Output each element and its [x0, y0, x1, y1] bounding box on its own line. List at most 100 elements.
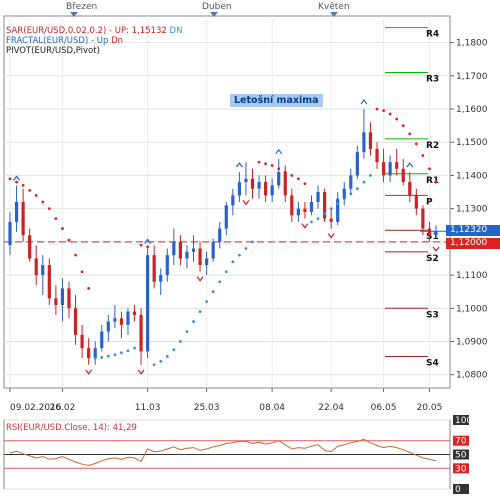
candle[interactable]: [277, 158, 281, 189]
candle[interactable]: [113, 304, 117, 329]
candle[interactable]: [152, 245, 156, 289]
candle[interactable]: [165, 248, 169, 282]
candle[interactable]: [349, 168, 353, 196]
candle[interactable]: [41, 255, 45, 295]
sar-dot: [146, 245, 150, 249]
candle[interactable]: [119, 311, 124, 339]
candle-body: [100, 331, 104, 349]
date-tick-label: 09.02.2016: [10, 403, 62, 413]
candle[interactable]: [375, 142, 379, 169]
candle[interactable]: [132, 304, 137, 322]
candle[interactable]: [368, 122, 373, 156]
candle[interactable]: [290, 188, 294, 222]
candle[interactable]: [34, 245, 38, 286]
candle[interactable]: [211, 238, 215, 262]
candle-body: [401, 168, 405, 183]
candle[interactable]: [408, 172, 412, 202]
candle[interactable]: [362, 109, 366, 159]
candle[interactable]: [14, 185, 19, 232]
sar-dot: [395, 117, 399, 121]
candle[interactable]: [80, 324, 84, 359]
candle[interactable]: [73, 295, 78, 345]
candle[interactable]: [395, 148, 399, 176]
candle[interactable]: [303, 202, 307, 219]
candle[interactable]: [139, 308, 143, 365]
candle[interactable]: [355, 145, 359, 179]
candle[interactable]: [309, 195, 314, 216]
sar-dot: [218, 280, 222, 284]
candle[interactable]: [126, 308, 130, 335]
candle[interactable]: [342, 182, 346, 206]
candle[interactable]: [191, 235, 196, 262]
candle[interactable]: [178, 235, 182, 266]
candle[interactable]: [47, 258, 51, 305]
candles-layer[interactable]: [8, 109, 438, 365]
candle[interactable]: [106, 314, 110, 342]
sar-dot: [179, 340, 182, 343]
candle[interactable]: [421, 205, 425, 236]
candle-body: [329, 218, 333, 222]
rsi-panel[interactable]: 100 70 50 30 0: [3, 415, 472, 495]
candle-body: [178, 241, 182, 259]
candle-body: [218, 228, 222, 242]
sar-dot: [362, 180, 366, 184]
candle[interactable]: [93, 341, 97, 365]
candle-body: [152, 255, 156, 282]
fractal-up-arrow: [144, 238, 152, 244]
candle[interactable]: [257, 175, 261, 199]
pivot-label-r2: R2: [426, 141, 439, 151]
sar-dot: [434, 180, 438, 184]
candle-body: [47, 265, 51, 299]
candle[interactable]: [434, 225, 438, 239]
candle[interactable]: [218, 221, 222, 249]
candle-body: [421, 208, 425, 229]
candle[interactable]: [231, 188, 235, 216]
candle-body: [257, 182, 261, 189]
candle[interactable]: [60, 278, 65, 322]
candle[interactable]: [336, 192, 340, 226]
month-marker: [330, 12, 338, 17]
candle[interactable]: [54, 285, 58, 315]
candle[interactable]: [264, 175, 268, 202]
fractal-down-arrow: [196, 276, 204, 282]
candle-body: [60, 288, 65, 305]
sar-dot: [192, 320, 195, 323]
candle[interactable]: [224, 202, 228, 236]
fractal-arrows-layer: [13, 99, 440, 375]
candle[interactable]: [146, 248, 150, 359]
candle[interactable]: [21, 188, 25, 242]
candle[interactable]: [329, 208, 333, 229]
candle[interactable]: [198, 241, 202, 272]
candle[interactable]: [322, 188, 327, 222]
candle[interactable]: [100, 324, 104, 352]
sar-dot: [303, 182, 307, 186]
candle[interactable]: [244, 162, 248, 196]
candle[interactable]: [172, 228, 176, 266]
sar-dot: [139, 243, 143, 247]
candle[interactable]: [28, 228, 32, 262]
rsi-axis-label: 50: [455, 451, 467, 461]
candle[interactable]: [270, 178, 274, 202]
candle[interactable]: [388, 155, 392, 183]
sar-dot: [211, 290, 215, 294]
candle[interactable]: [8, 211, 12, 256]
candle-body: [224, 205, 228, 229]
candle[interactable]: [205, 251, 209, 276]
candle[interactable]: [401, 158, 405, 186]
candle[interactable]: [87, 338, 91, 365]
candle[interactable]: [381, 148, 386, 183]
candle[interactable]: [67, 281, 71, 319]
candle[interactable]: [296, 202, 300, 222]
candle[interactable]: [427, 221, 432, 242]
candle[interactable]: [414, 188, 418, 216]
sar-dot: [54, 217, 58, 221]
candle[interactable]: [185, 245, 189, 269]
candle[interactable]: [316, 185, 320, 209]
sar-dot: [28, 188, 32, 192]
sar-dot: [414, 142, 418, 146]
sar-dot: [224, 270, 228, 274]
candle[interactable]: [250, 168, 255, 199]
candle[interactable]: [237, 172, 241, 202]
candle[interactable]: [159, 268, 163, 295]
